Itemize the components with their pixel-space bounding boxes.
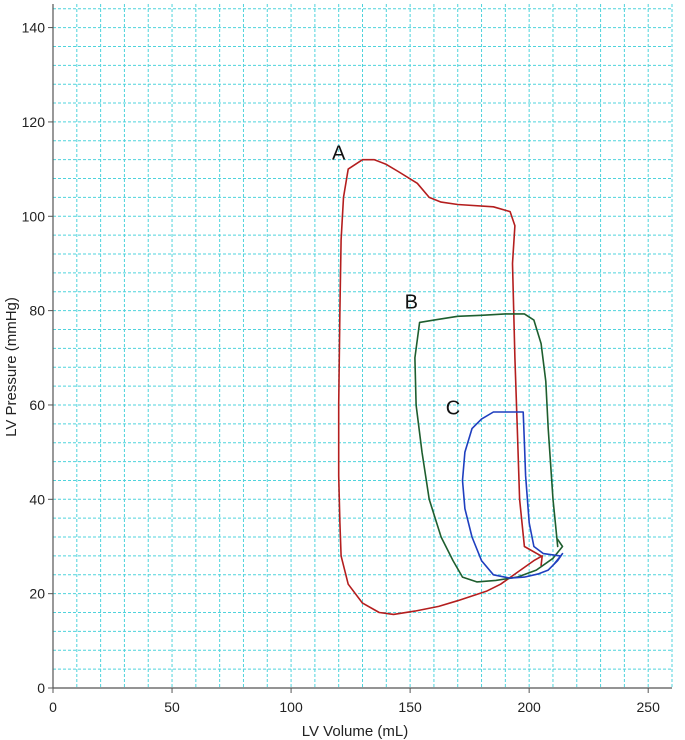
x-axis-title: LV Volume (mL) bbox=[302, 723, 408, 740]
loop-labels: A B C bbox=[332, 143, 460, 420]
axes-layer bbox=[48, 4, 672, 693]
y-tick-label: 100 bbox=[22, 208, 46, 224]
loop-label-c: C bbox=[446, 397, 460, 419]
y-axis-title: LV Pressure (mmHg) bbox=[3, 297, 20, 437]
loop-c-line bbox=[461, 411, 564, 579]
y-tick-label: 20 bbox=[29, 586, 45, 602]
series-layer bbox=[337, 158, 564, 616]
loop-a-line bbox=[337, 158, 543, 616]
x-tick-label: 100 bbox=[279, 699, 303, 715]
y-tick-label: 120 bbox=[22, 114, 46, 130]
y-tick-label: 60 bbox=[29, 397, 45, 413]
grid-layer bbox=[53, 4, 673, 688]
y-tick-label: 40 bbox=[29, 491, 45, 507]
x-tick-label: 150 bbox=[398, 699, 422, 715]
y-tick-label: 0 bbox=[37, 680, 45, 696]
tick-labels: 0 50 100 150 200 250 0 20 40 60 80 100 120 140 bbox=[22, 20, 660, 715]
y-tick-label: 80 bbox=[29, 303, 45, 319]
loop-b-line bbox=[414, 313, 564, 583]
loop-label-a: A bbox=[332, 143, 346, 165]
y-tick-label: 140 bbox=[22, 20, 46, 36]
x-tick-label: 200 bbox=[517, 699, 541, 715]
x-tick-label: 250 bbox=[637, 699, 661, 715]
x-tick-label: 50 bbox=[164, 699, 180, 715]
x-tick-label: 0 bbox=[49, 699, 57, 715]
loop-label-b: B bbox=[405, 291, 418, 313]
